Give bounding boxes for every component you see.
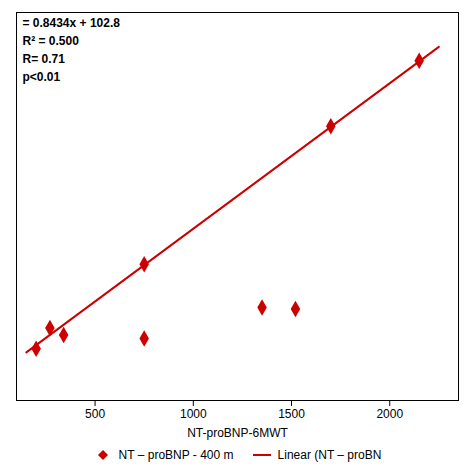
html-text:NT – proBNP - 400 m: NT – proBNP - 400 m xyxy=(118,448,234,462)
svg-text:R= 0.71: R= 0.71 xyxy=(23,52,66,66)
svg-text:NT-proBNP-6MWT: NT-proBNP-6MWT xyxy=(187,426,288,440)
html-text:Linear (NT – proBN: Linear (NT – proBN xyxy=(277,448,382,462)
svg-text:p<0.01: p<0.01 xyxy=(23,70,61,84)
svg-text:R² = 0.500: R² = 0.500 xyxy=(23,34,80,48)
svg-text:= 0.8434x + 102.8: = 0.8434x + 102.8 xyxy=(23,16,121,30)
svg-text:500: 500 xyxy=(85,407,105,421)
svg-text:1500: 1500 xyxy=(278,407,305,421)
svg-text:1000: 1000 xyxy=(180,407,207,421)
svg-text:2000: 2000 xyxy=(376,407,403,421)
